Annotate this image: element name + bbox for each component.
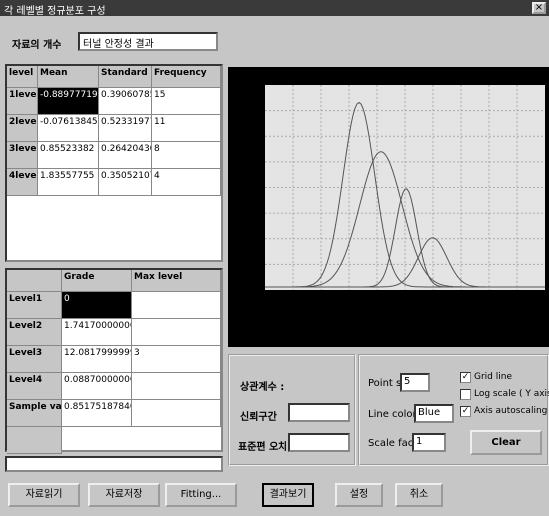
cell[interactable]: 1.74170000000049 <box>62 319 132 346</box>
row-header[interactable]: Level1 <box>7 292 62 319</box>
cell[interactable]: 0.26420436 <box>99 142 152 169</box>
spin-input[interactable]: 5 <box>400 373 430 392</box>
checkbox-label: Grid line <box>474 372 512 382</box>
cell[interactable]: 0.85175187840013 <box>62 400 132 427</box>
text-input[interactable]: 터널 안정성 결과 <box>78 32 218 51</box>
cell[interactable]: 3 <box>132 346 221 373</box>
text-input[interactable]: 1 <box>412 433 446 452</box>
cell[interactable] <box>132 400 221 427</box>
combo-box[interactable]: Blue <box>414 404 454 423</box>
cell[interactable]: -0.88977719 <box>38 88 99 115</box>
row-header[interactable]: Sample val <box>7 400 62 427</box>
checkbox[interactable]: ✓ <box>460 406 471 417</box>
close-button[interactable]: × <box>532 2 546 14</box>
button[interactable]: 자료읽기 <box>8 483 80 507</box>
row-header[interactable]: 2level <box>7 115 38 142</box>
options-group: Point size 5 Line color Blue Scale facto… <box>358 354 549 466</box>
plot-frame <box>228 67 549 347</box>
row-header[interactable]: 1level <box>7 88 38 115</box>
cell[interactable]: 12.0817999999999 <box>62 346 132 373</box>
label: 신뢰구간 <box>240 412 277 423</box>
row-header <box>7 427 62 454</box>
cell[interactable]: 0.85523382 <box>38 142 99 169</box>
row-header[interactable]: Level3 <box>7 346 62 373</box>
column-header: Max level <box>132 270 221 292</box>
column-header: Mean <box>38 66 99 88</box>
cell[interactable]: 11 <box>152 115 221 142</box>
label: Line color <box>368 409 417 420</box>
button[interactable]: 결과보기 <box>262 483 314 507</box>
checkbox[interactable]: ✓ <box>460 372 471 383</box>
status-field <box>5 456 223 472</box>
text-input[interactable] <box>288 403 350 422</box>
label: 자료의 개수 <box>12 40 62 51</box>
window-title: 각 레벨별 정규분포 구성 <box>4 6 106 17</box>
checkbox[interactable] <box>460 389 471 400</box>
cell[interactable]: 8 <box>152 142 221 169</box>
checkbox-label: Axis autoscaling <box>474 406 548 416</box>
cell[interactable]: 1.83557755 <box>38 169 99 196</box>
row-header[interactable]: Level4 <box>7 373 62 400</box>
button[interactable]: 자료저장 <box>88 483 160 507</box>
row-header[interactable]: 4level <box>7 169 38 196</box>
plot <box>265 85 545 290</box>
column-header: Grade <box>62 270 132 292</box>
cell[interactable]: 0.52331977 <box>99 115 152 142</box>
button[interactable]: 설정 <box>335 483 383 507</box>
button[interactable]: 취소 <box>395 483 443 507</box>
text-input[interactable] <box>288 433 350 452</box>
cell[interactable] <box>132 292 221 319</box>
column-header <box>7 270 62 292</box>
cell[interactable]: -0.07613845 <box>38 115 99 142</box>
title-bar: 각 레벨별 정규분포 구성 × <box>0 0 549 17</box>
cell[interactable]: 0.35052107 <box>99 169 152 196</box>
cell[interactable] <box>132 373 221 400</box>
stats-group: 상관계수 : 신뢰구간 표준편 오차 <box>228 354 356 466</box>
button[interactable]: Fitting... <box>165 483 237 507</box>
clear-button[interactable]: Clear <box>470 430 542 455</box>
density-curve <box>265 237 545 288</box>
cell[interactable]: 0.39060785 <box>99 88 152 115</box>
cell[interactable]: 0.08870000000001 <box>62 373 132 400</box>
column-header: level <box>7 66 38 88</box>
cell[interactable]: 4 <box>152 169 221 196</box>
row-header[interactable]: Level2 <box>7 319 62 346</box>
label: Scale factor <box>368 438 412 449</box>
cell[interactable]: 15 <box>152 88 221 115</box>
row-header[interactable]: 3level <box>7 142 38 169</box>
cell[interactable] <box>132 319 221 346</box>
label: 표준편 오차 <box>238 442 286 453</box>
checkbox-label: Log scale ( Y axis) <box>474 389 549 399</box>
cell[interactable]: 0 <box>62 292 132 319</box>
column-header: Frequency <box>152 66 221 88</box>
label: Point size <box>368 378 416 389</box>
button-bar: 자료읽기 자료저장 Fitting... 결과보기 설정 취소 <box>0 482 549 508</box>
column-header: Standard De <box>99 66 152 88</box>
label: 상관계수 : <box>240 382 285 393</box>
